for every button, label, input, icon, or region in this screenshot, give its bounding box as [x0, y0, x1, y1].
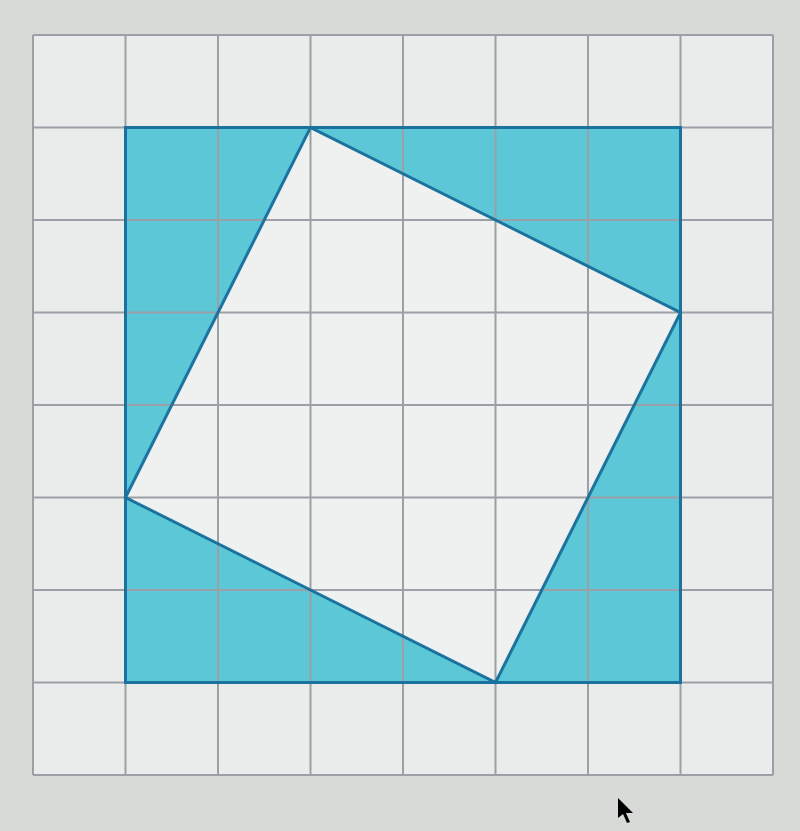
diagram-frame: [0, 0, 800, 831]
geometry-svg: [0, 0, 800, 831]
